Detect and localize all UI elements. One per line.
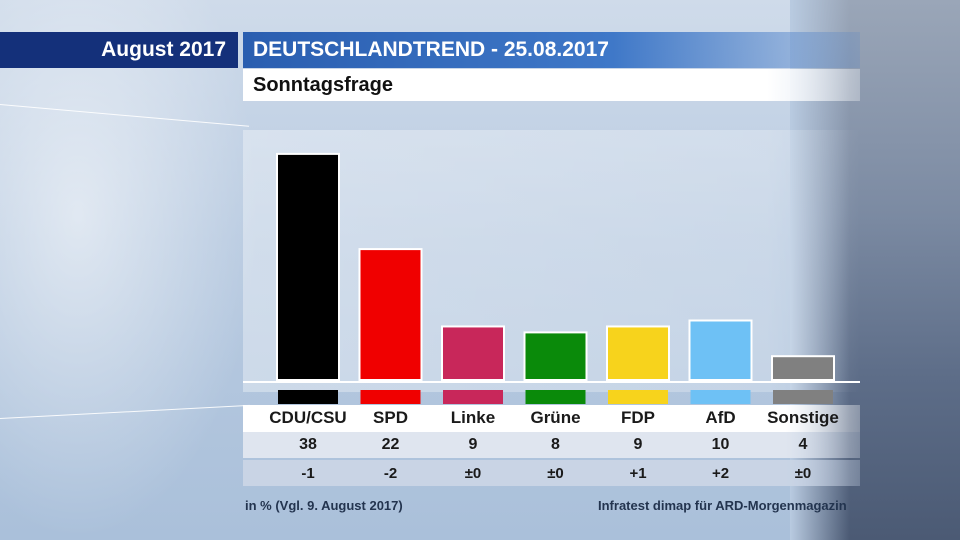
bar-gr-ne <box>523 331 588 381</box>
bar-base-strip-spd <box>360 390 421 404</box>
category-label-gr-ne: Grüne <box>530 408 581 427</box>
bar-base-strip-fdp <box>608 390 668 404</box>
bar-base-strip-linke <box>443 390 503 404</box>
category-label-spd: SPD <box>373 408 408 427</box>
background-glow <box>0 0 260 540</box>
page-title: DEUTSCHLANDTREND - 25.08.2017 <box>243 32 860 68</box>
change-label-cdu-csu: -1 <box>301 465 315 482</box>
category-label-sonstige: Sonstige <box>767 408 839 427</box>
bar-linke <box>441 325 505 381</box>
value-label-gr-ne: 8 <box>551 436 560 453</box>
value-label-cdu-csu: 38 <box>299 436 317 453</box>
bar-sonstige <box>771 355 835 381</box>
bar-afd <box>688 319 753 381</box>
bar-base-strip-sonstige <box>773 390 833 404</box>
category-label-afd: AfD <box>705 408 736 427</box>
change-label-fdp: +1 <box>629 465 647 482</box>
category-label-fdp: FDP <box>621 408 655 427</box>
category-label-cdu-csu: CDU/CSU <box>269 408 347 427</box>
party-name-row: CDU/CSU SPD Linke Grüne FDP AfD Sonstige <box>243 405 860 432</box>
change-label-linke: ±0 <box>464 465 482 482</box>
date-label: August 2017 <box>0 32 238 68</box>
change-row: -1 -2 ±0 ±0 +1 +2 ±0 <box>243 460 860 486</box>
chart-subtitle: Sonntagsfrage <box>243 69 860 101</box>
value-label-sonstige: 4 <box>798 436 808 453</box>
value-label-afd: 10 <box>711 436 730 453</box>
bar-cdu-csu <box>276 152 340 382</box>
value-label-fdp: 9 <box>633 436 643 453</box>
change-label-afd: +2 <box>711 465 730 482</box>
value-label-linke: 9 <box>468 436 478 453</box>
unit-note: in % (Vgl. 9. August 2017) <box>245 498 403 513</box>
bar-chart <box>243 152 860 404</box>
value-row: 38 22 9 8 9 10 4 <box>243 432 860 458</box>
category-label-linke: Linke <box>450 408 496 427</box>
chart-panel <box>243 130 860 404</box>
bar-base-strip-gr-ne <box>525 390 586 404</box>
change-label-gr-ne: ±0 <box>547 465 564 482</box>
bar-fdp <box>606 325 670 381</box>
bar-spd <box>358 248 423 381</box>
source-note: Infratest dimap für ARD-Morgenmagazin <box>598 498 847 513</box>
change-label-spd: -2 <box>383 465 398 482</box>
bar-base-strip-afd <box>690 390 751 404</box>
bar-base-strip-cdu-csu <box>278 390 338 404</box>
value-label-spd: 22 <box>381 436 400 453</box>
change-label-sonstige: ±0 <box>794 465 812 482</box>
